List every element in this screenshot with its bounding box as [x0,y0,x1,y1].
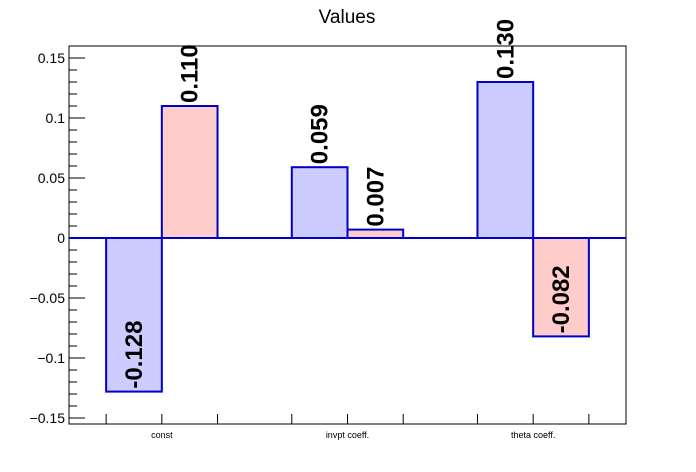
x-category-label: theta coeff. [511,430,555,440]
y-tick-label: −0.05 [30,290,66,306]
bar [346,228,405,240]
x-axis: const invpt coeff. theta coeff. [105,414,590,440]
bar [532,237,590,338]
chart-title: Values [319,7,376,28]
data-label: 0.059 [307,104,334,164]
data-label: 0.110 [177,44,204,103]
y-axis: −0.15 −0.1 −0.05 0 0.05 0.1 0.15 [30,45,85,426]
bar [160,105,219,239]
data-label: -0.128 [121,321,148,389]
bar [290,166,349,239]
y-tick-label: 0.05 [38,170,65,186]
x-category-label: const [151,430,173,440]
y-tick-label: 0 [57,230,65,246]
y-tick-label: −0.1 [37,350,65,366]
x-category-label: invpt coeff. [326,430,369,440]
bars [105,81,590,393]
data-label: 0.007 [362,167,389,227]
y-tick-label: 0.15 [38,50,65,66]
y-tick-label: −0.15 [30,410,66,426]
data-labels: -0.128 0.059 0.130 0.110 0.007 -0.082 [121,19,575,389]
y-tick-label: 0.1 [46,110,66,126]
bar [476,81,535,239]
data-label: 0.130 [492,19,519,79]
data-label: -0.082 [548,265,575,333]
bar [105,237,163,393]
